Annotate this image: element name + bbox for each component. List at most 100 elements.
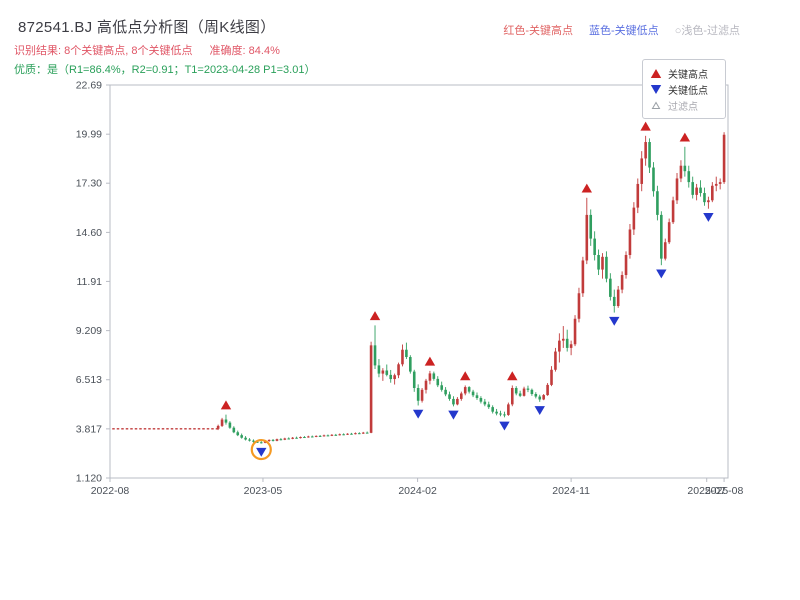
- legend-item: 关键低点: [650, 81, 718, 97]
- candle-body: [350, 433, 353, 435]
- key-high-marker: [507, 371, 518, 381]
- candle-body: [503, 414, 506, 416]
- accuracy-label: 准确度:: [209, 45, 246, 57]
- candle-body: [393, 375, 396, 380]
- candle-body: [432, 373, 436, 379]
- candle-body: [256, 441, 259, 443]
- candle-body: [593, 238, 596, 255]
- y-tick-label: 14.60: [76, 227, 102, 239]
- candle-body: [409, 357, 412, 372]
- y-tick-label: 19.99: [76, 129, 102, 141]
- quality-label: 优质：是: [14, 64, 58, 76]
- accuracy-value: 84.4%: [248, 45, 280, 57]
- triangle-hollow-icon: [651, 101, 661, 109]
- key-low-marker: [256, 447, 267, 457]
- candle-body: [605, 256, 608, 279]
- candle-body: [244, 437, 247, 440]
- candle-body: [228, 422, 232, 428]
- candle-body: [652, 167, 655, 192]
- candle-body: [565, 338, 569, 348]
- candle-body: [389, 374, 393, 380]
- x-tick-label: 2022-08: [91, 485, 130, 497]
- candle-body: [656, 191, 659, 215]
- candle-body: [722, 134, 726, 183]
- candle-body: [338, 434, 342, 436]
- candle-body: [620, 275, 624, 290]
- candle-body: [687, 171, 691, 183]
- candle-body: [452, 398, 455, 405]
- candle-body: [660, 214, 663, 259]
- candle-body: [456, 398, 459, 405]
- candle-body: [632, 207, 636, 230]
- recognition-result-line: 识别结果: 8个关键高点, 8个关键低点 准确度: 84.4%: [14, 42, 280, 58]
- plot-border: [109, 84, 729, 479]
- key-low-marker: [448, 410, 459, 420]
- candle-body: [612, 296, 616, 307]
- candle-body: [628, 229, 632, 255]
- candle-body: [683, 165, 687, 172]
- candle-body: [314, 435, 318, 437]
- candle-body: [271, 439, 275, 441]
- candle-body: [334, 434, 338, 436]
- candle-body: [699, 187, 702, 194]
- candle-body: [444, 389, 447, 395]
- candle-body: [695, 187, 698, 195]
- key-high-marker: [220, 400, 232, 410]
- candle-body: [718, 182, 722, 184]
- x-tick-label: 2025-08: [705, 485, 744, 497]
- legend-filtered-label: ○浅色-过滤点: [674, 25, 740, 37]
- candle-body: [236, 432, 240, 436]
- candle-body: [581, 260, 585, 294]
- candle-body: [491, 407, 494, 412]
- triangle-up-icon: [650, 68, 662, 78]
- candle-body: [377, 365, 381, 374]
- y-tick-label: 3.817: [76, 423, 102, 435]
- candle-body: [405, 349, 408, 358]
- candle-body: [381, 370, 385, 374]
- candle-body: [522, 388, 526, 396]
- candle-body: [636, 183, 640, 208]
- legend-key-low-label: 蓝色-关键低点: [589, 25, 659, 37]
- candle-body: [322, 435, 326, 437]
- candle-body: [283, 438, 287, 440]
- candle-body: [514, 387, 518, 394]
- candle-body: [487, 404, 491, 408]
- candle-body: [663, 242, 667, 259]
- candle-body: [483, 401, 487, 405]
- candle-body: [287, 438, 291, 440]
- y-tick-label: 11.91: [77, 276, 103, 288]
- candle-body: [303, 437, 306, 439]
- candle-body: [220, 419, 224, 426]
- key-high-marker: [581, 183, 593, 193]
- candle-body: [577, 293, 581, 319]
- candle-body: [542, 395, 545, 400]
- candle-body: [232, 427, 236, 433]
- candle-body: [671, 200, 675, 223]
- candle-body: [224, 419, 228, 423]
- key-low-marker: [609, 316, 620, 326]
- key-high-marker: [460, 371, 471, 381]
- candle-body: [463, 387, 467, 394]
- key-high-marker: [679, 132, 691, 142]
- result-value: 8个关键高点, 8个关键低点: [64, 45, 193, 57]
- candle-body: [569, 344, 573, 348]
- candle-body: [342, 434, 345, 436]
- candle-body: [424, 380, 428, 390]
- legend-item-label: 关键低点: [668, 85, 708, 97]
- candle-body: [275, 439, 279, 441]
- legend-item: 关键高点: [650, 65, 718, 81]
- candle-body: [679, 165, 683, 179]
- candle-body: [601, 256, 604, 270]
- candle-body: [495, 411, 498, 414]
- candle-body: [644, 142, 647, 159]
- key-low-marker: [499, 421, 510, 431]
- candle-body: [420, 389, 424, 401]
- candle-body: [573, 318, 577, 345]
- legend-item: 过滤点: [650, 97, 718, 113]
- candle-body: [707, 200, 710, 203]
- candle-body: [369, 345, 373, 433]
- legend-key-high-label: 红色-关键高点: [503, 25, 574, 37]
- candle-body: [310, 436, 314, 438]
- candle-body: [307, 436, 310, 438]
- candle-body: [550, 369, 553, 385]
